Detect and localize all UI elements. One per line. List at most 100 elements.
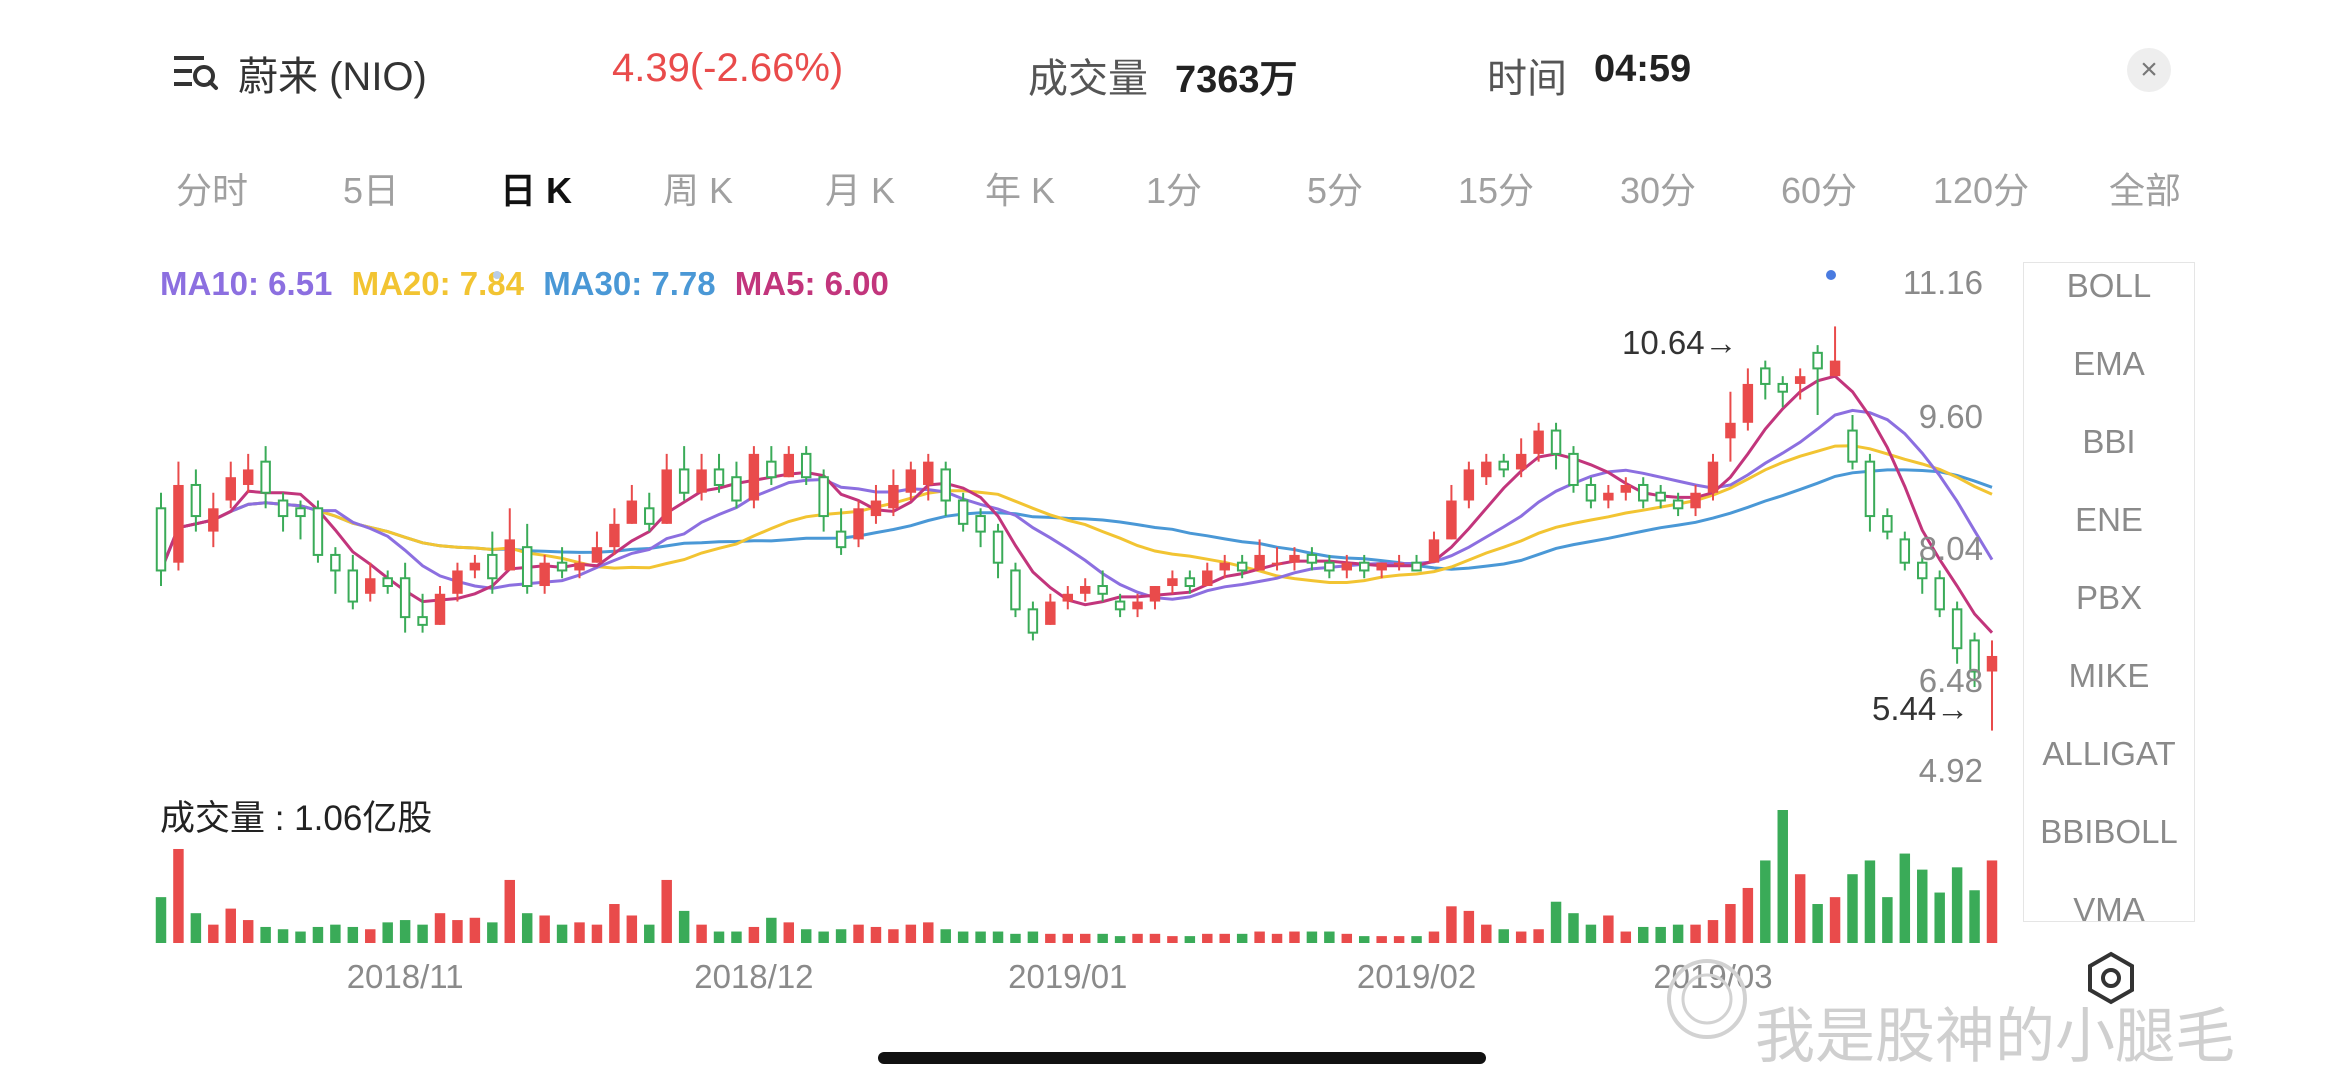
volume-bar	[1446, 906, 1457, 943]
tab-day-k[interactable]: 日 K	[500, 170, 573, 211]
indicator-ene[interactable]: ENE	[2075, 501, 2143, 538]
tab-1min[interactable]: 1分	[1146, 170, 1203, 211]
candle-body	[312, 507, 324, 556]
tab-intraday[interactable]: 分时	[176, 170, 249, 211]
volume-bar	[766, 917, 777, 943]
volume-bar	[870, 926, 882, 943]
stock-name[interactable]: 蔚来 (NIO)	[238, 55, 427, 99]
indicator-boll[interactable]: BOLL	[2066, 267, 2152, 304]
volume-summary: 成交量 : 1.06亿股	[160, 799, 433, 838]
candle-body	[1620, 484, 1632, 493]
candle-body	[1550, 429, 1562, 455]
candle-body	[1951, 608, 1963, 650]
candle-body	[1463, 469, 1475, 501]
tab-15min[interactable]: 15分	[1458, 170, 1535, 211]
candle-body	[1132, 601, 1143, 610]
candle-body	[835, 530, 847, 549]
tab-all[interactable]: 全部	[2109, 170, 2182, 211]
candle-body	[521, 546, 533, 588]
candle-body	[1202, 570, 1213, 587]
candle-body	[277, 499, 289, 518]
candle-body	[173, 484, 184, 563]
volume-bar	[1829, 897, 1841, 943]
volume-bar	[783, 922, 795, 943]
candle-body	[1934, 577, 1945, 611]
candle-body	[574, 562, 585, 571]
candle-body	[1498, 460, 1509, 471]
volume-bar	[1603, 915, 1614, 943]
indicator-vma[interactable]: VMA	[2073, 891, 2145, 922]
volume-bar	[1951, 867, 1963, 943]
candle-body	[766, 460, 777, 479]
tab-week-k[interactable]: 周 K	[663, 170, 734, 211]
indicator-pbx[interactable]: PBX	[2075, 579, 2143, 616]
candle-body	[417, 616, 428, 626]
tab-5min[interactable]: 5分	[1307, 170, 1364, 211]
indicator-mike[interactable]: MIKE	[2068, 657, 2150, 694]
volume-bar	[591, 924, 603, 943]
volume-bar	[1620, 931, 1632, 943]
tab-60min[interactable]: 60分	[1781, 170, 1858, 211]
candle-body	[382, 577, 393, 588]
volume-bar	[173, 848, 184, 943]
volume-bar	[1114, 936, 1126, 943]
candle-body	[1829, 360, 1841, 377]
tab-month-k[interactable]: 月 K	[825, 170, 896, 211]
candle-body	[1411, 561, 1422, 572]
candle-body	[731, 476, 742, 502]
candle-body	[487, 553, 498, 580]
indicator-ema[interactable]: EMA	[2073, 345, 2145, 382]
candle-body	[696, 469, 707, 493]
candle-body	[1062, 593, 1074, 602]
settings-hexagon-icon[interactable]	[2083, 950, 2139, 1006]
candle-body	[1481, 461, 1492, 478]
indicator-bbiboll[interactable]: BBIBOLL	[2040, 813, 2178, 850]
close-icon[interactable]: ×	[2127, 48, 2171, 92]
candle-body	[923, 461, 934, 485]
candle-body	[365, 578, 376, 594]
tab-120min[interactable]: 120分	[1933, 170, 2030, 211]
price-tick-8.04: 8.04	[1918, 530, 1983, 567]
candle-body	[1672, 499, 1684, 510]
volume-bar	[277, 929, 289, 943]
indicator-bbi[interactable]: BBI	[2082, 423, 2136, 460]
watermark-logo-icon	[1667, 959, 1747, 1039]
volume-bar	[1393, 936, 1405, 943]
candle-body	[905, 469, 917, 493]
candle-body	[399, 577, 411, 619]
candle-body	[1236, 561, 1248, 572]
volume-bar	[330, 924, 341, 943]
home-indicator[interactable]	[878, 1052, 1486, 1064]
tab-year-k[interactable]: 年 K	[985, 170, 1056, 211]
candle-body	[888, 484, 899, 509]
volume-bar	[1934, 892, 1945, 943]
volume-bar	[1132, 933, 1143, 943]
candle-body	[208, 508, 219, 532]
volume-bar	[1271, 933, 1283, 943]
candle-body	[1027, 608, 1039, 634]
candle-body	[1533, 430, 1544, 454]
price-tick-4.92: 4.92	[1918, 752, 1983, 789]
tab-5day[interactable]: 5日	[343, 170, 400, 211]
tab-30min[interactable]: 30分	[1620, 170, 1697, 211]
volume-bar	[556, 924, 568, 943]
indicator-alligat[interactable]: ALLIGAT	[2042, 735, 2176, 772]
candle-body	[818, 476, 829, 518]
volume-bar	[521, 913, 533, 943]
candle-body	[609, 523, 620, 548]
volume-bar	[818, 931, 829, 943]
volume-bar	[1760, 860, 1771, 943]
volume-bar	[574, 922, 585, 943]
volume-bar	[1097, 933, 1108, 943]
volume-bar	[1376, 936, 1387, 943]
volume-bar	[155, 897, 167, 943]
candle-body	[469, 562, 481, 571]
volume-bar	[1917, 869, 1928, 943]
volume-bar	[800, 929, 812, 943]
volume-label: 成交量	[1028, 57, 1148, 101]
volume-bar	[1167, 936, 1178, 943]
volume-bar	[1812, 904, 1823, 943]
search-list-icon[interactable]	[172, 48, 220, 96]
volume-bar	[975, 931, 986, 943]
candle-body	[295, 507, 306, 518]
